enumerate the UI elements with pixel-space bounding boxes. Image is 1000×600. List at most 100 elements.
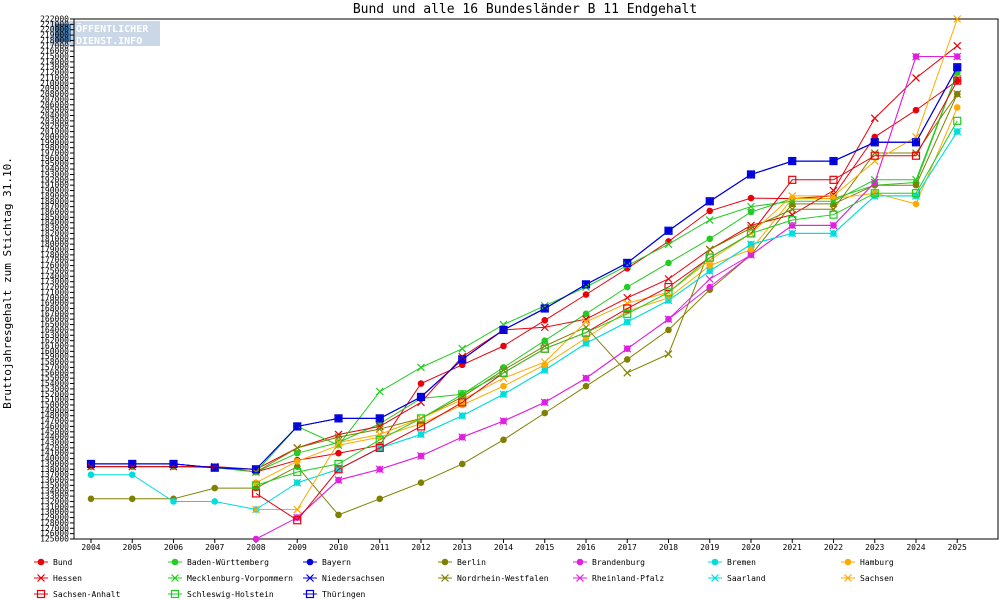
- y-tick-label: 175000: [40, 266, 69, 275]
- y-tick-label: 162000: [40, 336, 69, 345]
- series-berlin-point: [211, 484, 219, 492]
- y-tick-label: 189000: [40, 191, 69, 200]
- series-berlin-point: [458, 460, 466, 468]
- series-hessen-point: [458, 352, 467, 361]
- y-tick-label: 142000: [40, 443, 69, 452]
- legend-item: Sachsen-Anhalt: [34, 589, 121, 599]
- series-sachsen-point: [540, 358, 549, 367]
- y-tick-label: 135000: [40, 481, 69, 490]
- y-tick-label: 212000: [40, 68, 69, 77]
- series-nordrhein-westfalen-point: [623, 368, 632, 377]
- y-tick-label: 181000: [40, 234, 69, 243]
- series-berlin: [87, 90, 961, 519]
- series-rheinland-pfalz-point: [293, 513, 302, 522]
- y-tick-label: 208000: [40, 90, 69, 99]
- series-thüringen-point: [169, 459, 178, 469]
- series-rheinland-pfalz-point: [334, 476, 343, 484]
- series-sachsen-anhalt-point: [829, 175, 838, 184]
- legend-item: Nordrhein-Westfalen: [438, 574, 549, 583]
- series-bund-point: [500, 342, 507, 350]
- y-tick-label: 196000: [40, 154, 69, 163]
- series-hamburg-point: [747, 246, 755, 253]
- series-bremen-point: [128, 471, 136, 478]
- y-tick-label: 198000: [40, 143, 69, 152]
- x-tick-label: 2006: [164, 543, 183, 552]
- y-tick-label: 125000: [40, 535, 69, 544]
- legend-item: Schleswig-Holstein: [168, 589, 274, 599]
- y-tick-label: 180000: [40, 240, 69, 249]
- series-hamburg-point: [500, 382, 507, 390]
- x-tick-label: 2007: [205, 543, 224, 552]
- series-schleswig-holstein-point: [540, 344, 549, 353]
- y-tick-label: 140000: [40, 454, 69, 463]
- series-saarland-point: [458, 411, 467, 420]
- legend-marker: [171, 574, 179, 582]
- series-rheinland-pfalz-point: [953, 52, 962, 61]
- series-schleswig-holstein-point: [251, 481, 261, 490]
- series-baden-württemberg-point: [582, 310, 590, 318]
- logo-line-1: ÖFFENTLICHER: [76, 21, 149, 35]
- series-hessen-point: [953, 41, 962, 50]
- y-tick-label: 130000: [40, 508, 69, 517]
- series-berlin-point: [500, 436, 507, 444]
- y-tick-label: 164000: [40, 325, 69, 334]
- legend-label: Hamburg: [860, 558, 894, 567]
- y-tick-label: 176000: [40, 261, 69, 270]
- y-tick-label: 137000: [40, 470, 69, 479]
- series-sachsen-point: [252, 505, 260, 514]
- series-thüringen: [86, 63, 962, 474]
- series-saarland-point: [747, 240, 755, 249]
- series-bund: [87, 77, 961, 476]
- series-sachsen-anhalt-point: [788, 175, 797, 184]
- series-schleswig-holstein-point: [499, 368, 508, 377]
- y-tick-label: 201000: [40, 127, 69, 136]
- series-bayern: [87, 63, 961, 473]
- y-tick-label: 144000: [40, 433, 69, 442]
- series-thüringen-point: [499, 325, 508, 335]
- legend-marker: [441, 558, 449, 566]
- legend-item: Bund: [34, 558, 72, 567]
- series-berlin-point: [541, 409, 549, 417]
- series-schleswig-holstein-point: [788, 215, 797, 225]
- series-hamburg: [252, 104, 961, 487]
- y-tick-label: 194000: [40, 165, 69, 174]
- series-hessen-line: [91, 45, 958, 470]
- series-sachsen-anhalt-point: [870, 151, 879, 160]
- series-mecklenburg-vorpommern-point: [912, 175, 920, 184]
- y-tick-label: 147000: [40, 417, 69, 426]
- legend-label: Baden-Württemberg: [187, 558, 269, 567]
- series-sachsen-anhalt-point: [334, 465, 343, 474]
- y-tick-label: 193000: [40, 170, 69, 179]
- series-sachsen-point: [293, 505, 302, 514]
- series-schleswig-holstein-point: [416, 414, 426, 423]
- series-sachsen-anhalt-point: [416, 422, 426, 431]
- legend-marker: [711, 574, 719, 582]
- x-tick-label: 2012: [411, 543, 430, 552]
- legend-marker: [306, 574, 314, 582]
- y-tick-label: 127000: [40, 524, 69, 533]
- legend-label: Sachsen-Anhalt: [53, 590, 121, 599]
- series-mecklenburg-vorpommern-point: [334, 441, 343, 450]
- legend-marker: [36, 589, 46, 599]
- series-lines: [86, 15, 962, 543]
- series-schleswig-holstein-point: [581, 328, 591, 337]
- series-saarland-point: [664, 296, 673, 305]
- series-rheinland-pfalz-point: [540, 398, 549, 407]
- y-tick-label: 153000: [40, 384, 69, 393]
- series-schleswig-holstein-point: [623, 309, 632, 318]
- y-tick-label: 155000: [40, 374, 69, 383]
- series-mecklenburg-vorpommern-point: [664, 240, 673, 249]
- y-tick-label: 145000: [40, 427, 69, 436]
- series-bremen-point: [87, 471, 95, 478]
- series-schleswig-holstein-point: [458, 390, 467, 399]
- series-rheinland-pfalz-point: [705, 275, 714, 283]
- series-sachsen-point: [705, 256, 714, 265]
- series-saarland-point: [499, 390, 508, 399]
- series-baden-württemberg-point: [623, 283, 631, 291]
- x-tick-label: 2025: [948, 543, 967, 552]
- legend-item: Rheinland-Pfalz: [573, 574, 664, 583]
- y-tick-label: 179000: [40, 245, 69, 254]
- series-saarland-point: [540, 366, 549, 375]
- series-hessen-point: [912, 74, 920, 82]
- series-thüringen-point: [911, 138, 921, 147]
